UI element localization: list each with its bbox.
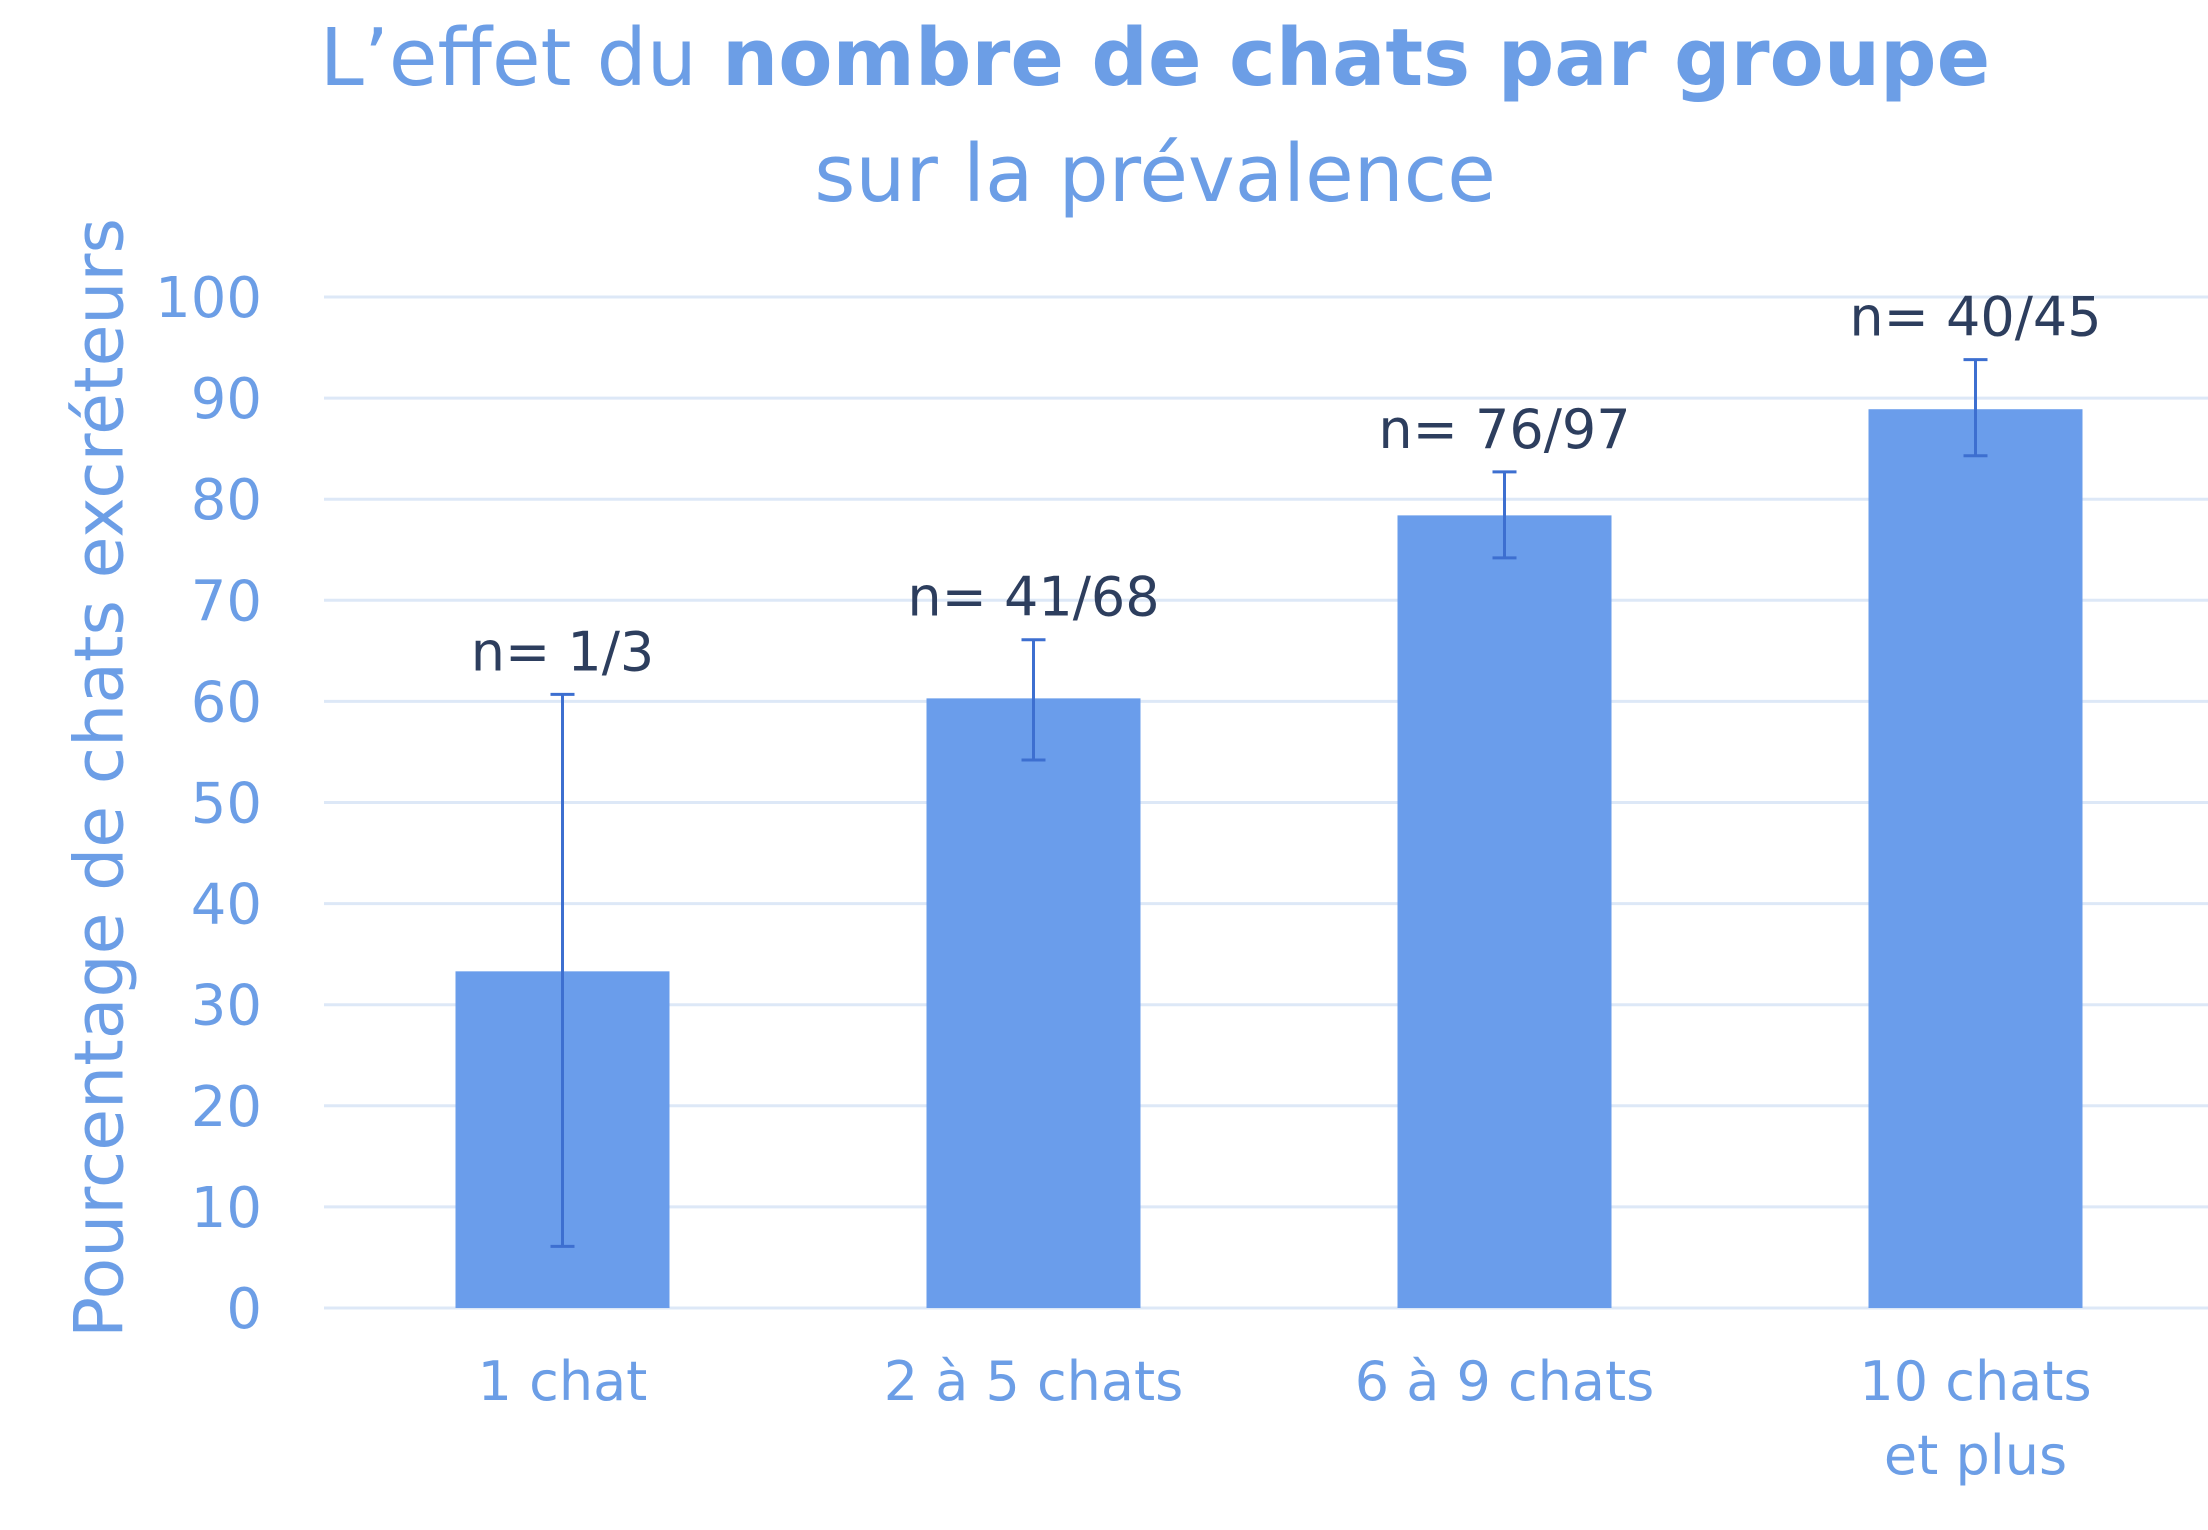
data-label: n= 76/97 bbox=[1378, 398, 1630, 461]
bar bbox=[1868, 409, 2083, 1308]
y-tick-label: 100 bbox=[155, 266, 262, 331]
chart-title-line2: sur la prévalence bbox=[814, 128, 1496, 220]
data-label: n= 1/3 bbox=[471, 620, 655, 683]
y-tick-label: 50 bbox=[191, 772, 262, 837]
chart-title-bold: nombre de chats par groupe bbox=[721, 12, 1991, 104]
chart-title-line1: L’effet du nombre de chats par groupe bbox=[0, 12, 2208, 104]
x-tick-label-line: 2 à 5 chats bbox=[884, 1350, 1184, 1413]
x-tick-label: 1 chat bbox=[478, 1350, 648, 1413]
y-tick-label: 60 bbox=[191, 670, 262, 735]
x-tick-label: 10 chats et plus bbox=[1859, 1350, 2091, 1487]
x-tick-label: 6 à 9 chats bbox=[1355, 1350, 1655, 1413]
x-tick-label-line: 10 chats bbox=[1859, 1350, 2091, 1413]
data-label: n= 41/68 bbox=[907, 566, 1159, 629]
bar bbox=[1397, 515, 1612, 1308]
data-label: n= 40/45 bbox=[1849, 286, 2101, 349]
x-tick-label-line: 1 chat bbox=[478, 1350, 648, 1413]
y-tick-label: 0 bbox=[226, 1277, 262, 1342]
y-tick-label: 20 bbox=[191, 1075, 262, 1140]
y-tick-label: 40 bbox=[191, 873, 262, 938]
bar bbox=[926, 698, 1141, 1308]
x-tick-label-line: 6 à 9 chats bbox=[1355, 1350, 1655, 1413]
x-tick-label: 2 à 5 chats bbox=[884, 1350, 1184, 1413]
y-tick-label: 90 bbox=[191, 367, 262, 432]
chart-title-prefix: L’effet du bbox=[319, 12, 722, 104]
x-tick-label-line: et plus bbox=[1884, 1424, 2067, 1487]
y-tick-label: 30 bbox=[191, 974, 262, 1039]
y-tick-label: 80 bbox=[191, 468, 262, 533]
y-tick-label: 70 bbox=[191, 569, 262, 634]
y-tick-label: 10 bbox=[191, 1176, 262, 1241]
